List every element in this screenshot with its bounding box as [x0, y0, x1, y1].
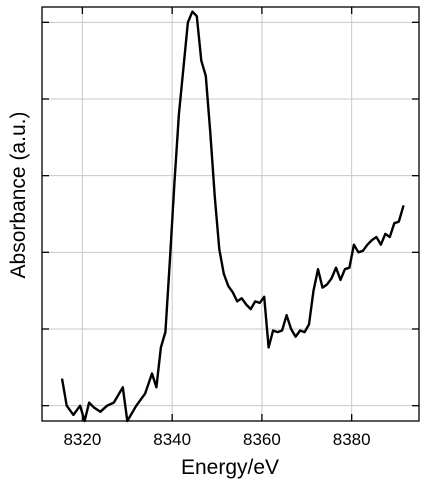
- y-axis-label: Absorbance (a.u.): [7, 112, 30, 279]
- tick-layer: 8320 8340 8360 8380: [42, 7, 419, 449]
- grid-layer: [42, 7, 419, 421]
- x-tick-label: 8360: [243, 430, 281, 449]
- x-tick-label: 8320: [63, 430, 101, 449]
- series-layer: [61, 10, 405, 423]
- plot-frame: [41, 6, 420, 422]
- x-axis-label: Energy/eV: [181, 456, 279, 479]
- x-tick-label: 8380: [333, 430, 371, 449]
- absorbance-line: [61, 10, 405, 423]
- x-tick-label: 8340: [153, 430, 191, 449]
